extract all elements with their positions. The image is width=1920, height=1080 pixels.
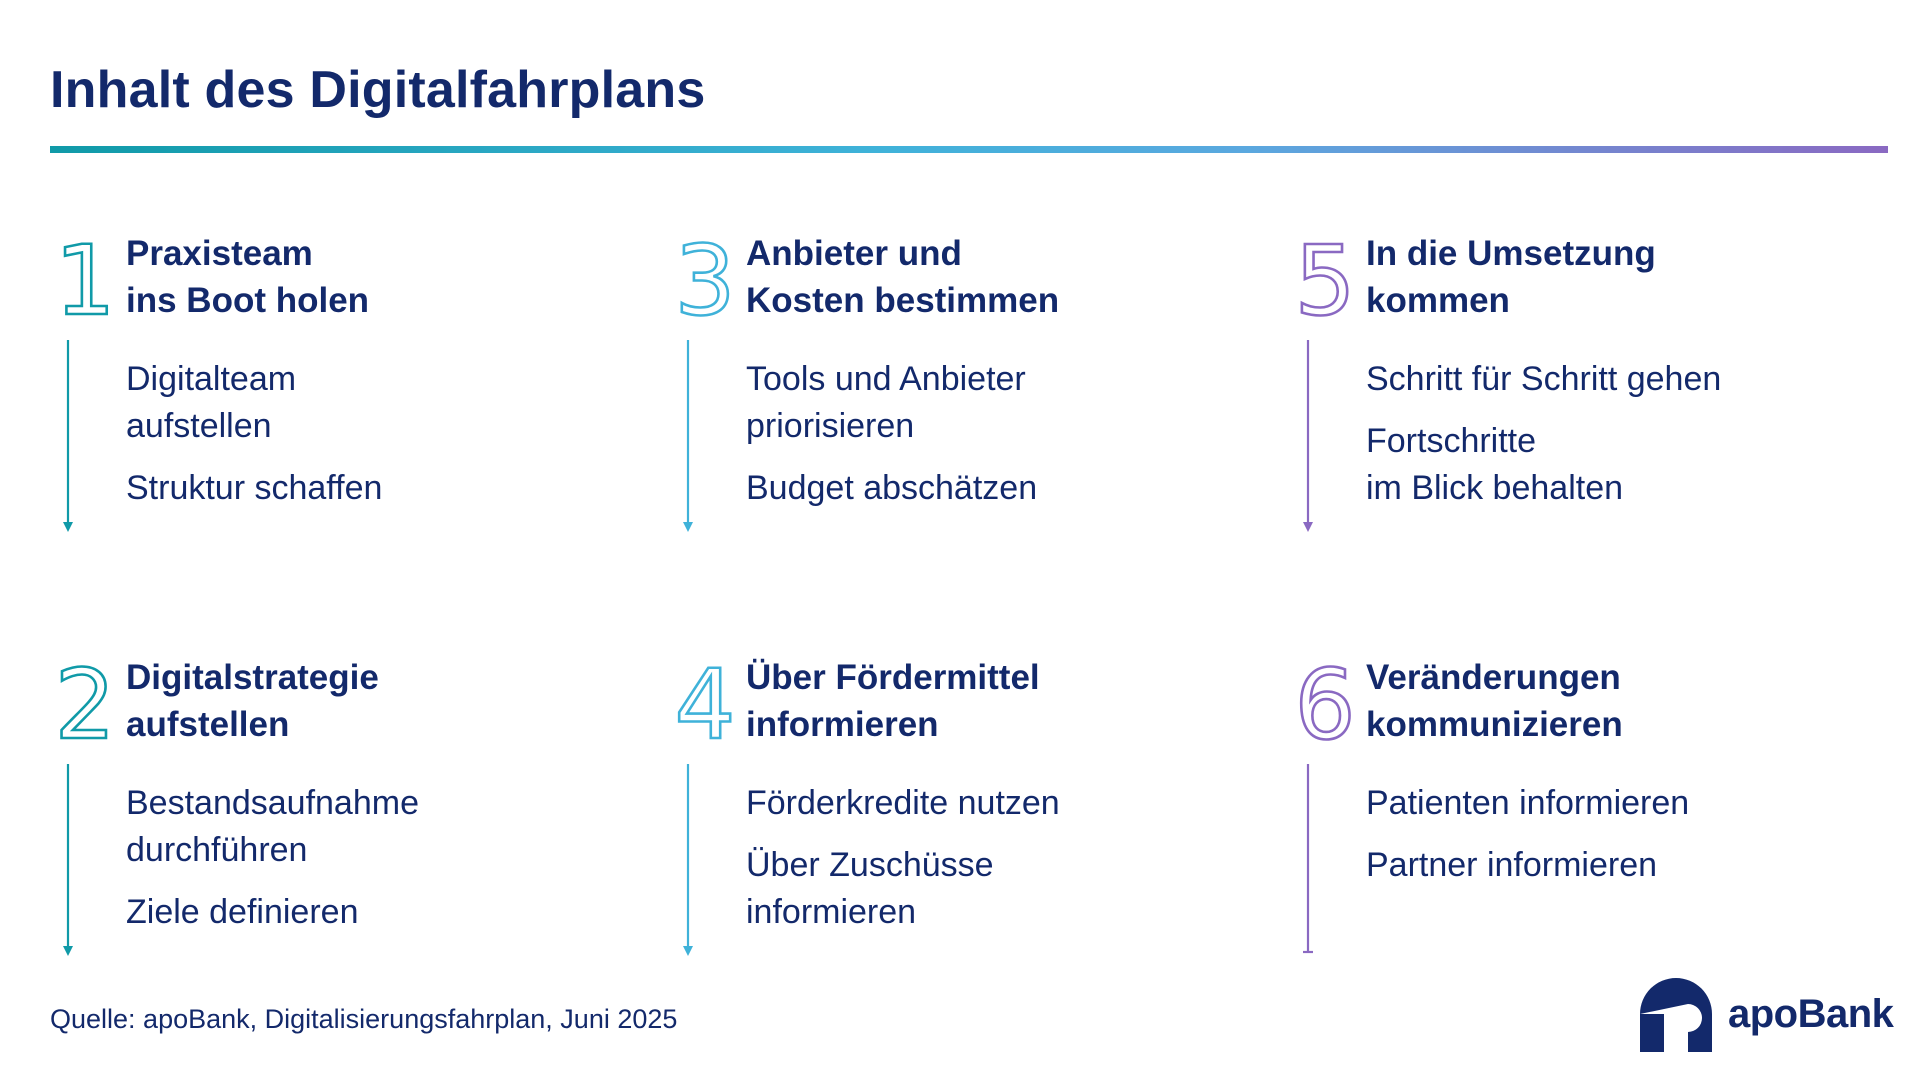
step-item: Förderkredite nutzen — [746, 784, 1060, 822]
arrow-head — [1303, 522, 1313, 532]
step-5: 5 In die Umsetzung kommen Schritt für Sch… — [1290, 220, 1850, 600]
step-item: Ziele definieren — [126, 893, 359, 931]
arrow-head — [63, 522, 73, 532]
step-item: Budget abschätzen — [746, 469, 1038, 507]
arrow-head — [683, 522, 693, 532]
step-number-glyph: 4 — [673, 652, 737, 752]
step-heading: Über Fördermittel informieren — [746, 658, 1040, 744]
step-number-glyph: 5 — [1293, 228, 1357, 328]
step-number-5: 5 — [1290, 228, 1360, 328]
step-2: 2 Digitalstrategie aufstellen Bestandsauf… — [50, 644, 610, 1024]
step-item: Struktur schaffen — [126, 469, 383, 507]
step-number-6: 6 — [1290, 652, 1360, 752]
apobank-logo[interactable]: apoBank — [1636, 974, 1896, 1054]
step-1: 1 Praxisteam ins Boot holen Digitalteam au… — [50, 220, 610, 600]
step-number-text: 3 — [674, 228, 735, 328]
step-number-glyph: 6 — [1293, 652, 1357, 752]
source-note: Quelle: apoBank, Digitalisierungsfahrpla… — [50, 1004, 678, 1034]
step-item: Partner informieren — [1366, 846, 1658, 884]
step-number-text: 2 — [54, 652, 115, 752]
step-number-glyph: 2 — [53, 652, 117, 752]
step-heading: Veränderungen kommunizieren — [1366, 658, 1623, 744]
step-4: 4 Über Fördermittel informieren Förderkre… — [670, 644, 1230, 1024]
step-6: 6 Veränderungen kommunizieren Patienten i… — [1290, 644, 1850, 1024]
step-number-glyph: 1 — [53, 228, 117, 328]
step-number-text: 6 — [1294, 652, 1355, 752]
down-arrow-icon — [683, 764, 693, 956]
apobank-logo-text: apoBank — [1728, 992, 1894, 1036]
step-number-4: 4 — [670, 652, 740, 752]
down-arrow-icon — [1303, 340, 1313, 532]
step-item: Über Zuschüsse informieren — [746, 846, 994, 931]
step-number-3: 3 — [670, 228, 740, 328]
gradient-divider — [50, 146, 1888, 153]
step-number-glyph: 3 — [673, 228, 737, 328]
vertical-line-icon — [1303, 764, 1313, 954]
step-number-2: 2 — [50, 652, 120, 752]
down-arrow-icon — [63, 764, 73, 956]
step-heading: Praxisteam ins Boot holen — [126, 234, 370, 320]
step-number-text: 4 — [674, 652, 735, 752]
step-item: Digitalteam aufstellen — [126, 360, 297, 445]
step-item: Patienten informieren — [1366, 784, 1690, 822]
step-heading: In die Umsetzung kommen — [1366, 234, 1656, 320]
step-heading: Anbieter und Kosten bestimmen — [746, 234, 1060, 320]
step-number-text: 1 — [54, 228, 115, 328]
step-item: Tools und Anbieter priorisieren — [746, 360, 1026, 445]
step-item: Schritt für Schritt gehen — [1366, 360, 1722, 398]
apobank-logo-icon — [1640, 978, 1712, 1052]
step-3: 3 Anbieter und Kosten bestimmen Tools und… — [670, 220, 1230, 600]
arrow-head — [63, 946, 73, 956]
arrow-head — [683, 946, 693, 956]
page-title: Inhalt des Digitalfahrplans — [50, 61, 706, 119]
step-item: Fortschritte im Blick behalten — [1366, 422, 1624, 507]
down-arrow-icon — [683, 340, 693, 532]
step-number-1: 1 — [50, 228, 120, 328]
step-heading: Digitalstrategie aufstellen — [126, 658, 379, 744]
down-arrow-icon — [63, 340, 73, 532]
step-number-text: 5 — [1294, 228, 1355, 328]
step-item: Bestandsaufnahme durchführen — [126, 784, 419, 869]
